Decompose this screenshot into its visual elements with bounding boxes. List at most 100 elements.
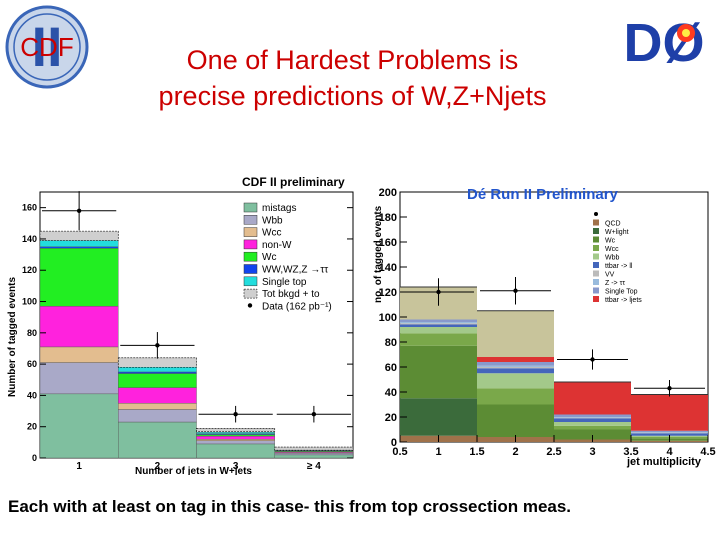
cdf-x-tick-1: 2 [155, 461, 161, 472]
d0-chart: 0 20 40 60 80 100 120 140 160 180 200 0.5 1 1.5 2 2.5 3… [368, 175, 718, 475]
d0-bar-7-3 [631, 432, 708, 433]
cdf-bar-4-0 [39, 248, 119, 307]
cdf-bar-2-1 [118, 403, 197, 410]
cdf-data-point-1 [155, 343, 160, 348]
d0-logo: DØ [612, 3, 716, 81]
d0-bar-3-2 [554, 425, 631, 430]
d0-bar-1-0 [400, 398, 477, 436]
cdf-bar-0-3 [274, 454, 354, 459]
d0-legend-swatch-8 [593, 287, 599, 294]
d0-chart-title: Dé Run II Preliminary [467, 186, 619, 203]
cdf-chart-title: CDF II preliminary [242, 175, 345, 189]
cdf-legend-swatch-data [247, 303, 253, 308]
d0-x-tick-0: 0.5 [392, 446, 407, 458]
d0-bar-3-0 [400, 333, 477, 346]
cdf-bar-0-0 [39, 393, 119, 459]
cdf-y-tick-4: 80 [27, 328, 37, 338]
cdf-band-2 [196, 427, 276, 432]
cdf-band-0 [39, 230, 119, 241]
cdf-bar-5-0 [39, 246, 119, 249]
d0-legend-label-2: Wc [605, 238, 616, 245]
d0-bar-2-1 [477, 404, 554, 437]
d0-bar-3-1 [477, 388, 554, 405]
cdf-x-tick-2: 3 [233, 461, 239, 472]
d0-legend-label-6: VV [605, 272, 615, 279]
d0-bar-4-2 [554, 422, 631, 426]
d0-bar-10-1 [477, 310, 554, 357]
cdf-logo: II CDF [5, 5, 89, 89]
cdf-legend-label-data: Data (162 pb⁻¹) [262, 301, 332, 312]
slide-title: One of Hardest Problems is precise predi… [90, 42, 615, 114]
d0-bar-5-0 [400, 324, 477, 327]
d0-y-tick-8: 160 [379, 237, 397, 249]
cdf-y-tick-6: 120 [22, 265, 37, 275]
d0-legend-label-1: W+light [605, 229, 629, 236]
d0-bar-7-1 [477, 365, 554, 367]
cdf-bar-3-2 [196, 435, 275, 440]
cdf-band-1 [117, 357, 197, 368]
cdf-bar-4-2 [196, 434, 275, 437]
cdf-y-tick-7: 140 [22, 234, 37, 244]
d0-y-tick-0: 0 [391, 437, 397, 449]
d0-y-tick-7: 140 [379, 262, 397, 274]
d0-y-tick-9: 180 [379, 212, 397, 224]
d0-bar-7-0 [400, 322, 477, 324]
cdf-legend-label-band: Tot bkgd + to [262, 289, 320, 300]
cdf-legend-swatch-1 [243, 215, 258, 225]
cdf-logo-numeral: II [31, 15, 62, 78]
d0-x-tick-5: 3 [589, 446, 595, 458]
cdf-bar-1-2 [196, 440, 275, 445]
d0-y-tick-3: 60 [385, 362, 397, 374]
cdf-bar-6-0 [39, 240, 119, 247]
cdf-legend-label-5: WW,WZ,Z →ττ [262, 265, 328, 276]
d0-x-tick-8: 4.5 [700, 446, 715, 458]
d0-data-point-3 [667, 386, 672, 391]
d0-y-tick-2: 40 [385, 387, 397, 399]
d0-legend-label-0: QCD [605, 221, 621, 228]
d0-legend-swatch-6 [593, 270, 599, 277]
cdf-legend-swatch-3 [243, 239, 258, 250]
cdf-y-tick-3: 60 [27, 359, 37, 369]
cdf-x-tick-3: ≥ 4 [307, 461, 321, 472]
cdf-bar-1-3 [274, 453, 354, 456]
cdf-bar-2-2 [196, 439, 275, 441]
d0-x-axis-label: jet multiplicity [626, 456, 702, 468]
d0-bar-9-3 [631, 394, 708, 431]
cdf-legend-label-3: non-W [262, 240, 292, 251]
cdf-y-tick-0: 0 [32, 453, 37, 463]
d0-x-tick-3: 2 [512, 446, 518, 458]
d0-legend-swatch-7 [593, 279, 599, 285]
d0-legend-swatch-4 [593, 253, 599, 260]
d0-legend-swatch-2 [593, 236, 599, 243]
d0-bar-5-3 [631, 433, 708, 436]
cdf-y-axis-label: Number of tagged events [7, 277, 18, 397]
d0-legend-swatch-9 [593, 296, 599, 302]
d0-y-tick-5: 100 [379, 312, 397, 324]
cdf-bar-0-1 [118, 421, 197, 459]
cdf-bar-0-2 [196, 443, 275, 459]
d0-legend-label-3: Wcc [605, 246, 619, 253]
cdf-x-tick-0: 1 [76, 461, 82, 472]
d0-y-tick-1: 20 [385, 412, 397, 424]
d0-bar-6-3 [631, 432, 708, 434]
d0-legend-swatch-5 [593, 262, 599, 268]
d0-legend-label-4: Wbb [605, 255, 620, 262]
cdf-data-point-0 [76, 208, 82, 213]
title-line-1: One of Hardest Problems is [186, 45, 519, 75]
d0-legend-swatch-0 [593, 219, 599, 226]
d0-bar-6-2 [554, 417, 631, 419]
d0-bar-4-1 [477, 373, 554, 389]
slide-caption: Each with at least on tag in this case- … [8, 497, 572, 516]
cdf-legend-label-0: mistags [262, 203, 296, 214]
cdf-bar-1-1 [118, 409, 197, 423]
d0-bar-9-1 [477, 357, 554, 362]
cdf-y-tick-2: 40 [27, 390, 37, 400]
d0-bar-8-1 [477, 362, 554, 366]
cdf-legend-swatch-6 [243, 276, 258, 287]
cdf-bar-6-2 [196, 431, 275, 434]
d0-bar-6-1 [477, 367, 554, 369]
cdf-bar-2-0 [39, 346, 119, 363]
d0-bar-2-0 [400, 345, 477, 399]
d0-bar-8-0 [400, 319, 477, 322]
d0-y-tick-10: 200 [379, 187, 397, 199]
